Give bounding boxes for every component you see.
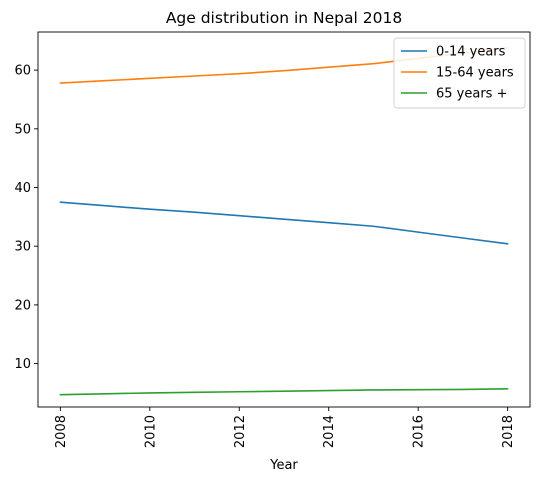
y-tick-label: 30 xyxy=(14,240,31,255)
plot-area: 2008 2010 2012 2014 2016 2018 10 20 30 40 50 60 0-14… xyxy=(14,31,531,448)
legend-label-1: 15-64 years xyxy=(436,66,514,81)
x-tick-label: 2008 xyxy=(54,415,69,448)
y-tick-label: 20 xyxy=(14,298,31,313)
legend-label-2: 65 years + xyxy=(436,87,507,102)
series-line-2 xyxy=(59,388,509,396)
x-tick-label: 2010 xyxy=(143,415,158,448)
x-tick-label: 2018 xyxy=(501,415,516,448)
y-tick-label: 60 xyxy=(14,64,31,79)
x-tick-label: 2016 xyxy=(412,415,427,448)
chart-title: Age distribution in Nepal 2018 xyxy=(166,9,402,27)
axes-frame xyxy=(37,31,531,408)
y-tick-label: 50 xyxy=(14,122,31,137)
legend-box xyxy=(393,37,526,109)
x-axis-label: Year xyxy=(269,458,298,473)
y-tick-label: 40 xyxy=(14,181,31,196)
y-tick-label: 10 xyxy=(14,357,31,372)
series-line-0 xyxy=(59,201,509,245)
legend-label-0: 0-14 years xyxy=(436,45,506,60)
x-tick-label: 2012 xyxy=(233,415,248,448)
x-tick-label: 2014 xyxy=(322,415,337,448)
